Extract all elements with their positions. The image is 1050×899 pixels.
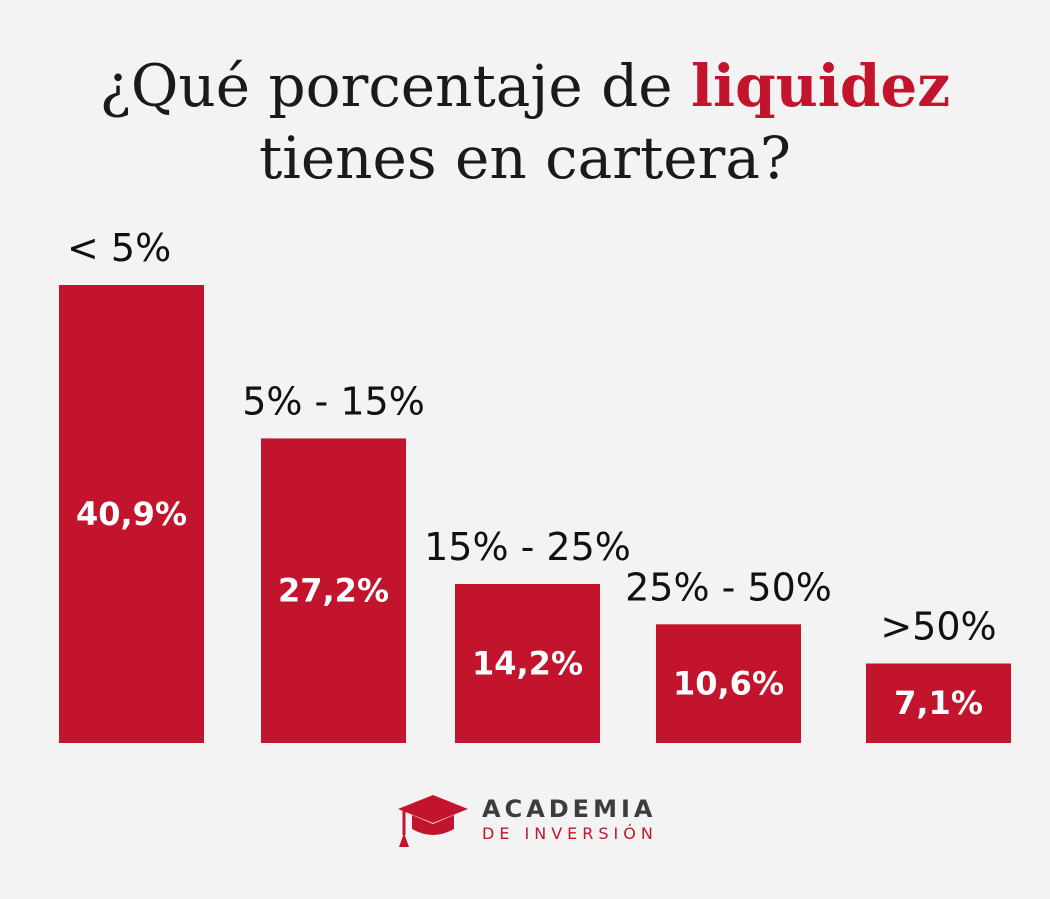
value-label-0: 40,9% <box>76 495 187 533</box>
value-label-4: 7,1% <box>894 684 983 722</box>
value-label-3: 10,6% <box>673 665 784 703</box>
bar-chart: < 5% 40,9% 5% - 15% 27,2% 15% - 25% 14,2% 25% … <box>59 226 1011 743</box>
bar-3 <box>656 624 801 743</box>
graduation-cap-icon <box>398 795 468 847</box>
title-highlight: liquidez <box>691 52 951 120</box>
title-part1: ¿Qué porcentaje de <box>99 52 691 120</box>
value-label-2: 14,2% <box>472 644 583 682</box>
category-label-3: 25% - 50% <box>625 565 832 609</box>
category-label-1: 5% - 15% <box>242 379 425 423</box>
bar-4 <box>866 663 1011 743</box>
chart-title: ¿Qué porcentaje de liquidez tienes en ca… <box>0 50 1050 194</box>
title-part2: tienes en cartera? <box>259 124 791 192</box>
category-label-4: >50% <box>880 604 996 648</box>
value-label-1: 27,2% <box>278 572 389 610</box>
category-label-0: < 5% <box>67 226 171 270</box>
bar-1 <box>261 438 406 743</box>
academia-logo: ACADEMIA DE INVERSIÓN <box>396 793 666 853</box>
bar-2 <box>455 583 600 743</box>
logo-name: ACADEMIA <box>482 795 657 823</box>
bar-0 <box>59 285 204 743</box>
category-label-2: 15% - 25% <box>424 525 631 569</box>
logo-subtitle: DE INVERSIÓN <box>482 824 658 843</box>
